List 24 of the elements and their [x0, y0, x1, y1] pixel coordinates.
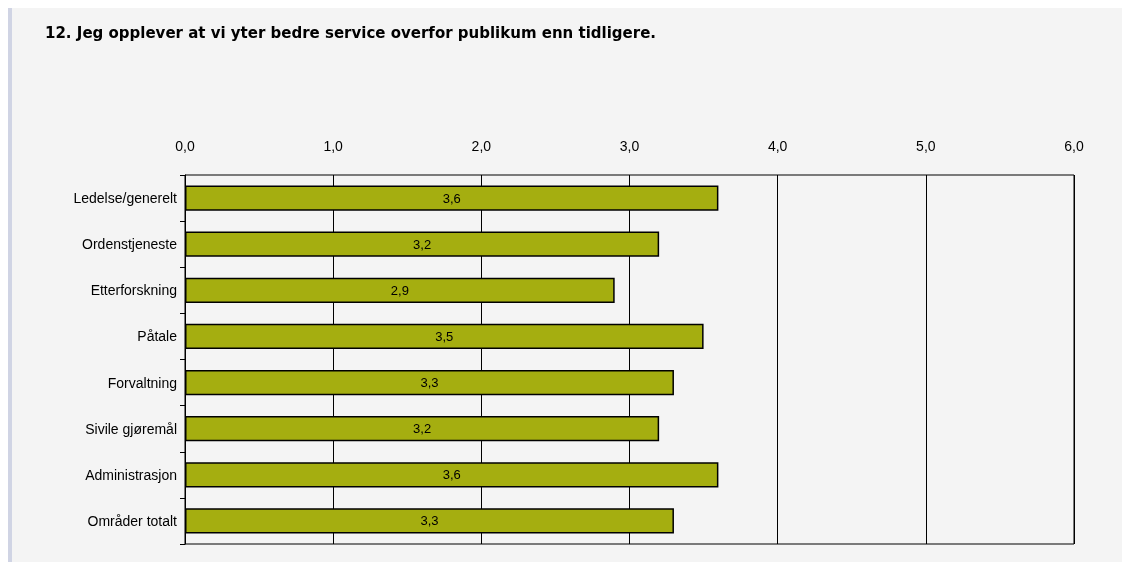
chart-title: 12. Jeg opplever at vi yter bedre service overfor publikum enn tidligere. — [45, 23, 657, 42]
data-label: 3,5 — [435, 328, 454, 344]
y-tick-label: Forvaltning — [107, 374, 177, 391]
y-tick-label: Ordenstjeneste — [82, 236, 178, 253]
data-label: 3,2 — [413, 236, 432, 252]
x-tick-label: 6,0 — [1064, 138, 1084, 154]
x-tick-label: 2,0 — [471, 138, 492, 154]
x-tick-label: 5,0 — [916, 138, 936, 154]
y-tick-label: Områder totalt — [87, 512, 178, 529]
data-label: 3,3 — [420, 375, 439, 391]
data-label: 3,6 — [442, 190, 461, 206]
x-tick-label: 0,0 — [175, 138, 195, 154]
y-tick-label: Etterforskning — [90, 282, 177, 299]
x-tick-label: 4,0 — [767, 138, 788, 154]
y-tick-label: Påtale — [137, 328, 178, 345]
y-tick-label: Ledelse/generelt — [73, 190, 178, 207]
data-label: 2,9 — [390, 282, 409, 298]
y-tick-label: Sivile gjøremål — [85, 420, 177, 437]
x-tick-label: 1,0 — [323, 138, 344, 154]
data-label: 3,3 — [420, 513, 439, 529]
data-label: 3,6 — [442, 467, 461, 483]
x-tick-label: 3,0 — [619, 138, 640, 154]
y-tick-label: Administrasjon — [85, 466, 177, 483]
data-label: 3,2 — [413, 421, 432, 437]
